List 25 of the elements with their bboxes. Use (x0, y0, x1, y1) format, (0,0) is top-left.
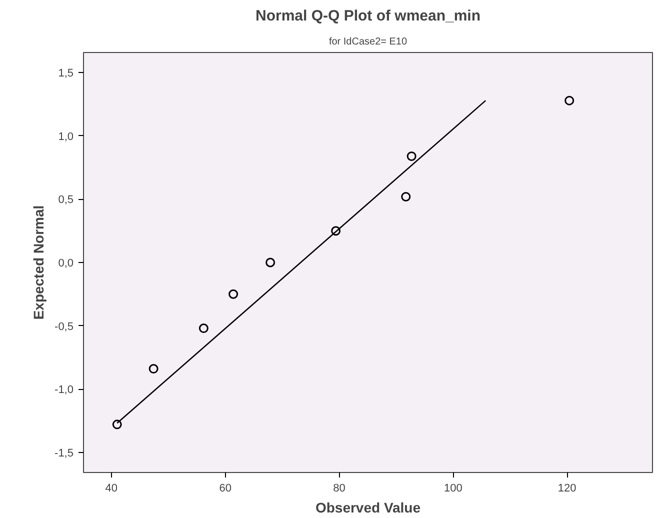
point (564, 96, 574, 106)
point (112, 420, 122, 430)
y-tick-label: 1,0 (58, 130, 74, 143)
point (266, 258, 276, 268)
point (148, 364, 158, 374)
x-axis-title: Observed Value (315, 500, 421, 516)
x-tick-label: 120 (558, 482, 576, 494)
point (228, 289, 238, 299)
y-tick-label: 1,5 (58, 68, 74, 80)
y-axis-title: Expected Normal (30, 205, 47, 320)
chart-title: Normal Q-Q Plot of wmean_min (255, 8, 481, 24)
point (331, 226, 341, 236)
y-tick-label: -1,5 (54, 447, 74, 460)
x-tick-label: 100 (444, 482, 462, 494)
y-tick-label: -1,0 (54, 384, 74, 396)
x-tick-label: 40 (105, 482, 118, 494)
point (198, 324, 208, 334)
x-tick-label: 80 (333, 482, 346, 494)
chart-subtitle: for IdCase2= E10 (328, 36, 408, 48)
point (406, 151, 416, 161)
y-tick-label: 0,0 (58, 258, 74, 270)
x-tick-label: 60 (219, 482, 232, 494)
y-tick-label: -0,5 (54, 320, 74, 333)
point (401, 192, 411, 202)
y-tick-label: 0,5 (58, 194, 74, 206)
